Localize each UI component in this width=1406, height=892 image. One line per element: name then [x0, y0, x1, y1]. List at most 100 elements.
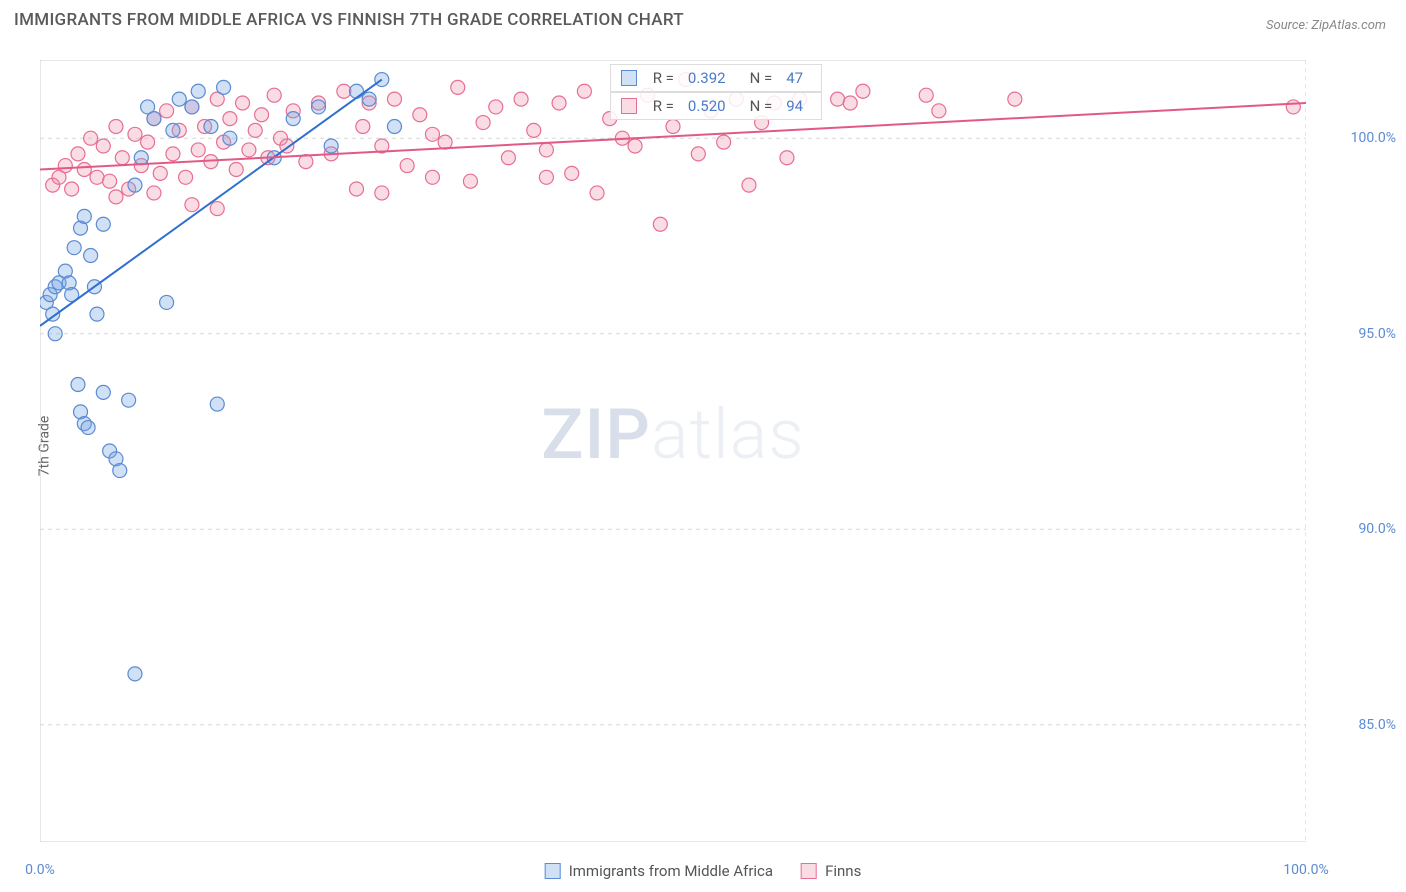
data-point [717, 135, 731, 149]
data-point [191, 143, 205, 157]
stat-r-value: 0.392 [688, 69, 726, 87]
data-point [539, 170, 553, 184]
data-point [476, 116, 490, 130]
legend-swatch [621, 70, 637, 86]
data-point [267, 88, 281, 102]
data-point [362, 92, 376, 106]
data-point [653, 217, 667, 231]
data-point [96, 217, 110, 231]
data-point [489, 100, 503, 114]
data-point [356, 119, 370, 133]
data-point [691, 147, 705, 161]
data-point [65, 182, 79, 196]
data-point [628, 139, 642, 153]
data-point [666, 119, 680, 133]
data-point [185, 100, 199, 114]
data-point [166, 123, 180, 137]
data-point [122, 393, 136, 407]
stat-n-value: 94 [786, 97, 803, 115]
data-point [255, 108, 269, 122]
x-tick-label: 100.0% [1283, 862, 1328, 878]
data-point [191, 84, 205, 98]
y-tick-label: 90.0% [1358, 521, 1396, 537]
data-point [141, 135, 155, 149]
data-point [90, 170, 104, 184]
data-point [919, 88, 933, 102]
data-point [84, 249, 98, 263]
y-tick-label: 85.0% [1358, 717, 1396, 733]
data-point [109, 190, 123, 204]
data-point [463, 174, 477, 188]
data-point [324, 139, 338, 153]
data-point [90, 307, 104, 321]
data-point [77, 162, 91, 176]
data-point [153, 166, 167, 180]
correlation-stats: R =0.520N =94 [610, 92, 822, 120]
data-point [400, 159, 414, 173]
legend-item: Finns [801, 862, 861, 880]
data-point [451, 80, 465, 94]
data-point [590, 186, 604, 200]
legend-label: Immigrants from Middle Africa [569, 862, 773, 880]
data-point [856, 84, 870, 98]
data-point [527, 123, 541, 137]
data-point [58, 159, 72, 173]
data-point [286, 112, 300, 126]
legend-swatch [621, 98, 637, 114]
data-point [128, 667, 142, 681]
legend-item: Immigrants from Middle Africa [545, 862, 773, 880]
data-point [236, 96, 250, 110]
source-label: Source: ZipAtlas.com [1266, 18, 1386, 33]
data-point [134, 151, 148, 165]
legend: Immigrants from Middle Africa Finns [545, 862, 862, 880]
plot-area: ZIPatlas R =0.392N =47R =0.520N =94 85.0… [40, 60, 1306, 842]
data-point [350, 182, 364, 196]
data-point [204, 119, 218, 133]
data-point [96, 385, 110, 399]
data-point [210, 397, 224, 411]
data-point [103, 174, 117, 188]
data-point [248, 123, 262, 137]
data-point [115, 151, 129, 165]
data-point [539, 143, 553, 157]
y-tick-label: 95.0% [1358, 326, 1396, 342]
data-point [425, 127, 439, 141]
data-point [242, 143, 256, 157]
data-point [425, 170, 439, 184]
stat-r-value: 0.520 [688, 97, 726, 115]
stat-r-label: R = [653, 69, 674, 87]
data-point [577, 84, 591, 98]
data-point [337, 84, 351, 98]
legend-label: Finns [825, 862, 861, 880]
x-tick-label: 0.0% [25, 862, 55, 878]
data-point [742, 178, 756, 192]
data-point [48, 327, 62, 341]
data-point [96, 139, 110, 153]
data-point [67, 241, 81, 255]
data-point [387, 92, 401, 106]
trend-line [40, 80, 382, 326]
data-point [312, 100, 326, 114]
data-point [147, 112, 161, 126]
data-point [172, 92, 186, 106]
data-point [217, 80, 231, 94]
data-point [843, 96, 857, 110]
data-point [113, 464, 127, 478]
legend-swatch [801, 863, 817, 879]
data-point [166, 147, 180, 161]
data-point [77, 209, 91, 223]
data-point [1286, 100, 1300, 114]
data-point [413, 108, 427, 122]
data-point [128, 178, 142, 192]
data-point [128, 127, 142, 141]
data-point [160, 295, 174, 309]
data-point [223, 131, 237, 145]
stat-r-label: R = [653, 97, 674, 115]
data-point [514, 92, 528, 106]
correlation-stats: R =0.392N =47 [610, 64, 822, 92]
y-tick-label: 100.0% [1351, 130, 1396, 146]
data-point [229, 162, 243, 176]
data-point [780, 151, 794, 165]
data-point [565, 166, 579, 180]
stat-n-value: 47 [786, 69, 803, 87]
